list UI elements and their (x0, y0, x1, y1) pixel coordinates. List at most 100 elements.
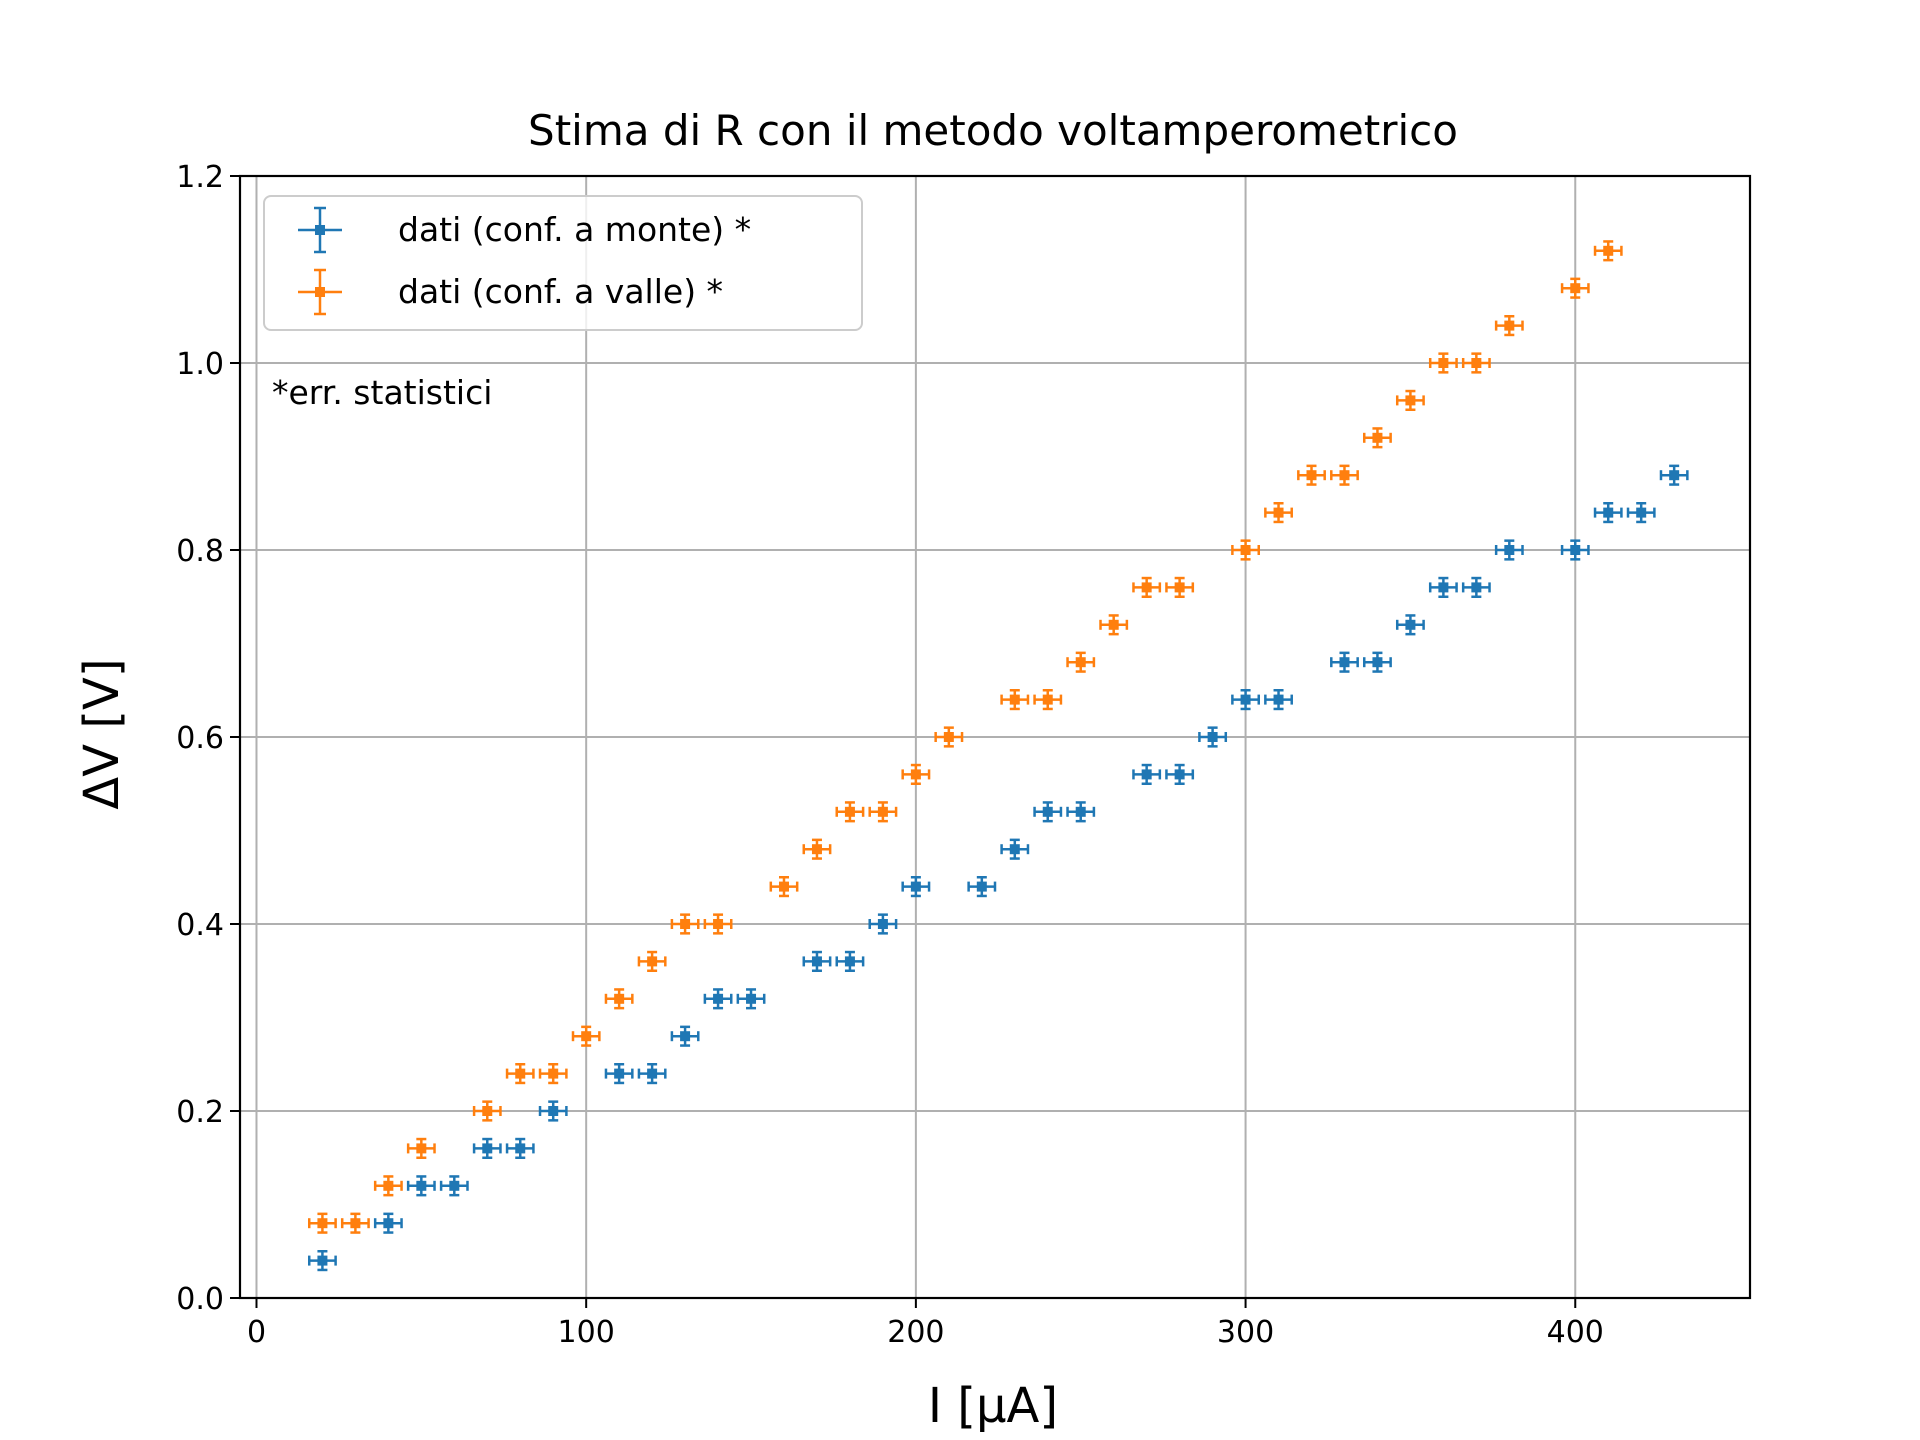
data-point (604, 988, 634, 1010)
data-point (538, 1063, 568, 1085)
y-tick-label: 0.8 (176, 534, 224, 569)
data-points (307, 240, 1689, 1272)
data-point (1560, 277, 1590, 299)
x-tick-label: 100 (558, 1315, 615, 1350)
data-point (538, 1100, 568, 1122)
legend-marker (298, 268, 342, 316)
data-point (802, 838, 832, 860)
data-point (1593, 240, 1623, 262)
data-point (736, 988, 766, 1010)
y-tick-label: 1.0 (176, 347, 224, 382)
y-tick-label: 1.2 (176, 160, 224, 195)
data-point (307, 1250, 337, 1272)
legend-entry-1: dati (conf. a monte) * (298, 206, 751, 254)
data-point (373, 1212, 403, 1234)
data-point (472, 1137, 502, 1159)
series-1 (307, 464, 1689, 1272)
x-tick-label: 300 (1217, 1315, 1274, 1350)
data-point (835, 801, 865, 823)
data-point (439, 1175, 469, 1197)
data-point (967, 876, 997, 898)
data-point (1000, 838, 1030, 860)
data-point (1264, 689, 1293, 711)
y-tick-label: 0.4 (176, 908, 224, 943)
data-point (868, 913, 898, 935)
data-point (1428, 576, 1458, 598)
data-point (1363, 427, 1392, 449)
legend-entries: dati (conf. a monte) * dati (conf. a vall… (298, 206, 751, 316)
data-point (472, 1100, 502, 1122)
data-point (1330, 651, 1359, 673)
legend: dati (conf. a monte) * dati (conf. a vall… (263, 195, 863, 331)
data-point (703, 988, 733, 1010)
data-point (1626, 502, 1656, 524)
series-2 (307, 240, 1623, 1234)
data-point (1395, 389, 1425, 411)
data-point (1494, 539, 1524, 561)
data-point (901, 763, 931, 785)
y-tick-label: 0.0 (176, 1282, 224, 1317)
data-point (835, 950, 865, 972)
data-point (1363, 651, 1392, 673)
y-tick-label: 0.6 (176, 721, 224, 756)
x-axis-label: I [μA] (928, 1378, 1058, 1434)
legend-entry-2: dati (conf. a valle) * (298, 268, 723, 316)
x-tick-label: 200 (887, 1315, 944, 1350)
data-point (1132, 763, 1162, 785)
data-point (406, 1137, 436, 1159)
data-point (1165, 763, 1195, 785)
data-point (1066, 651, 1096, 673)
data-point (670, 913, 700, 935)
legend-marker (298, 206, 342, 254)
data-point (1231, 689, 1261, 711)
data-point (1264, 502, 1293, 524)
data-point (769, 876, 799, 898)
data-point (1231, 539, 1261, 561)
data-point (1330, 464, 1359, 486)
data-point (1000, 689, 1030, 711)
data-point (1560, 539, 1590, 561)
data-point (1428, 352, 1458, 374)
data-point (1132, 576, 1162, 598)
legend-label: dati (conf. a valle) * (398, 272, 723, 311)
data-point (340, 1212, 370, 1234)
data-point (1198, 726, 1228, 748)
data-point (1659, 464, 1689, 486)
data-point (868, 801, 898, 823)
data-point (1461, 352, 1491, 374)
data-point (703, 913, 733, 935)
legend-label: dati (conf. a monte) * (398, 210, 751, 249)
data-point (571, 1025, 601, 1047)
data-point (1593, 502, 1623, 524)
x-tick-label: 400 (1547, 1315, 1604, 1350)
y-axis-label: ΔV [V] (74, 658, 130, 809)
y-tick-label: 0.2 (176, 1095, 224, 1130)
legend-box (263, 195, 863, 331)
data-point (505, 1137, 535, 1159)
data-point (637, 1063, 667, 1085)
data-point (1033, 801, 1063, 823)
data-point (802, 950, 832, 972)
data-point (1395, 614, 1425, 636)
data-point (670, 1025, 700, 1047)
data-point (373, 1175, 403, 1197)
axis-ticks: 0 100 200 300 400 0.0 0.2 0.4 0.6 0.8 1.0 1.2 (176, 160, 1604, 1350)
data-point (901, 876, 931, 898)
annotation-note: *err. statistici (272, 373, 492, 412)
data-point (505, 1063, 535, 1085)
data-point (604, 1063, 634, 1085)
data-point (1297, 464, 1326, 486)
x-tick-label: 0 (247, 1315, 266, 1350)
data-point (1494, 315, 1524, 337)
data-point (1165, 576, 1195, 598)
data-point (307, 1212, 337, 1234)
data-point (1033, 689, 1063, 711)
data-point (1099, 614, 1129, 636)
data-point (637, 950, 667, 972)
data-point (406, 1175, 436, 1197)
data-point (1066, 801, 1096, 823)
data-point (934, 726, 964, 748)
data-point (1461, 576, 1491, 598)
chart-title: Stima di R con il metodo voltamperometri… (528, 106, 1458, 155)
